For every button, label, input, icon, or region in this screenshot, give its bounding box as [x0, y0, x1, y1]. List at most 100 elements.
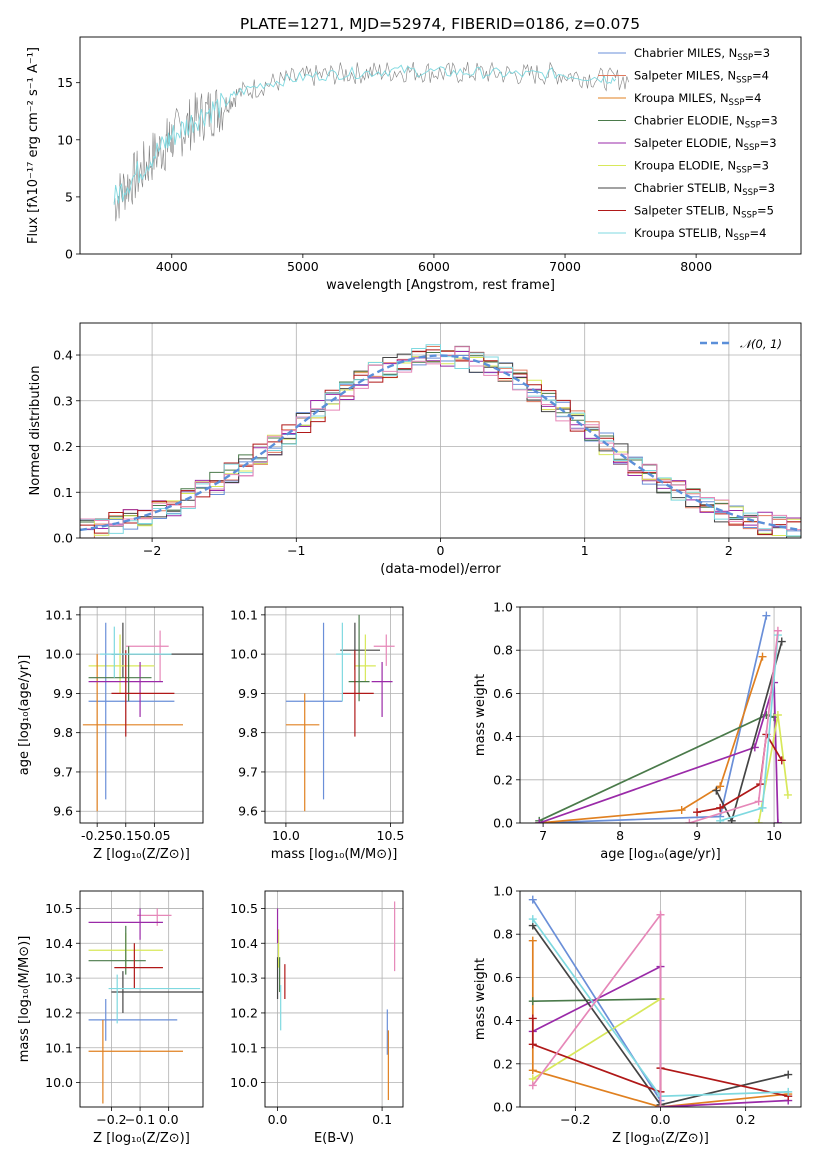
- weight-marker: [754, 819, 763, 823]
- x-tick-label: −0.2: [96, 1112, 126, 1127]
- y-tick-label: 10.5: [45, 901, 73, 916]
- x-tick-label: 10.0: [272, 828, 300, 843]
- y-tick-label: 10.3: [230, 971, 258, 986]
- plot-area: [285, 614, 395, 812]
- weight-marker: [784, 1070, 793, 1079]
- y-tick-label: 9.9: [238, 686, 258, 701]
- legend-entry: Kroupa MILES, NSSP=4: [634, 91, 761, 108]
- y-tick-label: 10.0: [230, 647, 258, 662]
- legend-entry: 𝒩(0, 1): [740, 337, 782, 351]
- histogram-series: [80, 344, 801, 537]
- y-tick-label: 0.8: [493, 927, 513, 942]
- error-bar-point: [108, 974, 201, 1024]
- residuals-panel: −2 −1 0 1 2 0.0 0.1 0.2 0.3 0.4 𝒩(0, 1) (data-model…: [28, 322, 802, 577]
- age-vs-mass-panel: 10.0 10.5 9.6 9.7 9.8 9.9 10.0 10.1 mass [log₁₀(…: [230, 606, 404, 862]
- plot-area: [535, 611, 792, 823]
- weight-marker: [535, 819, 544, 823]
- y-tick-label: 10.0: [45, 647, 73, 662]
- y-axis-label: Normed distribution: [28, 366, 43, 496]
- weight-marker: [758, 652, 767, 661]
- weight-marker: [773, 711, 782, 719]
- y-tick-label: 9.7: [53, 764, 73, 779]
- weight-marker: [656, 1103, 665, 1107]
- x-tick-label: 7: [539, 828, 547, 843]
- x-tick-label: 4000: [156, 259, 188, 274]
- legend-entry: Kroupa ELODIE, NSSP=3: [634, 159, 769, 176]
- mass-vs-ebv-panel: 0.0 0.1 10.0 10.1 10.2 10.3 10.4 10.5 E(B-V): [230, 890, 404, 1146]
- axes-frame: [264, 606, 404, 824]
- weight-line: [696, 731, 783, 814]
- legend-entry: Chabrier STELIB, NSSP=3: [634, 181, 775, 198]
- plot-area: [528, 895, 793, 1107]
- axes-frame: [519, 606, 802, 824]
- plot-area: [88, 908, 203, 1104]
- error-bar-point: [285, 622, 343, 800]
- y-tick-label: 0.2: [493, 1056, 513, 1071]
- weight-marker: [716, 816, 725, 823]
- legend-entry: Kroupa STELIB, NSSP=4: [634, 226, 766, 243]
- legend-entry: Chabrier MILES, NSSP=3: [634, 46, 770, 63]
- y-tick-label: 10.3: [45, 971, 73, 986]
- axes-frame: [79, 890, 204, 1108]
- weight-marker: [528, 936, 537, 945]
- weight-line: [539, 615, 768, 823]
- x-axis-label: Z [log₁₀(Z/Z⊙)]: [612, 1131, 709, 1146]
- y-tick-label: 9.7: [238, 764, 258, 779]
- y-tick-label: 10.2: [230, 1005, 258, 1020]
- y-tick-label: 0.6: [493, 686, 513, 701]
- weight-line: [538, 682, 779, 823]
- plot-area: [276, 901, 396, 1101]
- y-tick-label: 10.1: [230, 1040, 258, 1055]
- x-tick-label: 2: [725, 543, 733, 558]
- plot-area: [82, 622, 203, 812]
- axes-frame: [519, 890, 802, 1108]
- axes-frame: [79, 36, 802, 255]
- weight-marker: [716, 782, 725, 791]
- weight-marker: [528, 997, 537, 1006]
- error-bar-point: [285, 693, 320, 812]
- y-axis-label: age [log₁₀(age/yr)]: [17, 655, 32, 776]
- y-tick-label: 0.4: [493, 1013, 513, 1028]
- weight-marker: [773, 819, 782, 823]
- spectrum-panel: 4000 5000 6000 7000 8000 0 5 10 15 Chabrier MILES…: [26, 36, 802, 293]
- histogram-series: [80, 346, 801, 531]
- x-axis-label: mass [log₁₀(M/M⊙)]: [271, 847, 398, 862]
- y-axis-label: Flux [fλ10⁻¹⁷ erg cm⁻² s⁻¹ A⁻¹]: [26, 47, 41, 244]
- legend-entry: Chabrier ELODIE, NSSP=3: [634, 114, 778, 131]
- weight-marker: [784, 1087, 793, 1096]
- error-bar-point: [137, 908, 172, 926]
- y-tick-label: 10.4: [45, 936, 73, 951]
- error-bar-point: [88, 1019, 183, 1104]
- weight-marker: [783, 790, 792, 799]
- plot-area: [80, 344, 801, 538]
- x-axis-label: Z [log₁₀(Z/Z⊙)]: [93, 847, 190, 862]
- y-tick-label: 0.4: [493, 729, 513, 744]
- model-spectrum-line: [113, 64, 617, 205]
- x-tick-label: 1: [581, 543, 589, 558]
- y-tick-label: 1.0: [493, 884, 513, 899]
- y-tick-label: 9.8: [53, 725, 73, 740]
- x-tick-label: 10: [766, 828, 782, 843]
- weight-marker: [777, 637, 786, 646]
- age-vs-z-panel: -0.25-0.15-0.05 9.6 9.7 9.8 9.9 10.0 10.1 Z [lo…: [17, 606, 204, 862]
- x-tick-label: 0.0: [651, 1112, 671, 1127]
- y-tick-label: 0.0: [53, 531, 73, 546]
- error-bar-point: [88, 646, 152, 702]
- y-tick-label: 0.3: [53, 393, 73, 408]
- legend-entry: Salpeter ELODIE, NSSP=3: [634, 136, 777, 153]
- x-tick-label: 0.0: [268, 1112, 288, 1127]
- error-bar-point: [348, 614, 370, 702]
- x-tick-label: 0.1: [372, 1112, 392, 1127]
- x-tick-label: -0.25: [81, 828, 113, 843]
- y-tick-label: 1.0: [493, 600, 513, 615]
- weight-line: [719, 635, 779, 822]
- weight-vs-z-panel: −0.2 0.0 0.2 0.0 0.2 0.4 0.6 0.8 1.0 Z [log₁₀(Z/Z…: [473, 884, 802, 1146]
- weight-marker: [528, 895, 537, 904]
- axes-frame: [264, 890, 404, 1108]
- y-tick-label: 0.2: [493, 772, 513, 787]
- error-bar-point: [336, 622, 351, 702]
- mass-vs-z-panel: −0.2−0.1 0.0 10.0 10.1 10.2 10.3 10.4 10.5 Z [lo…: [17, 890, 204, 1146]
- error-bar-point: [82, 654, 183, 812]
- x-tick-label: 8: [616, 828, 624, 843]
